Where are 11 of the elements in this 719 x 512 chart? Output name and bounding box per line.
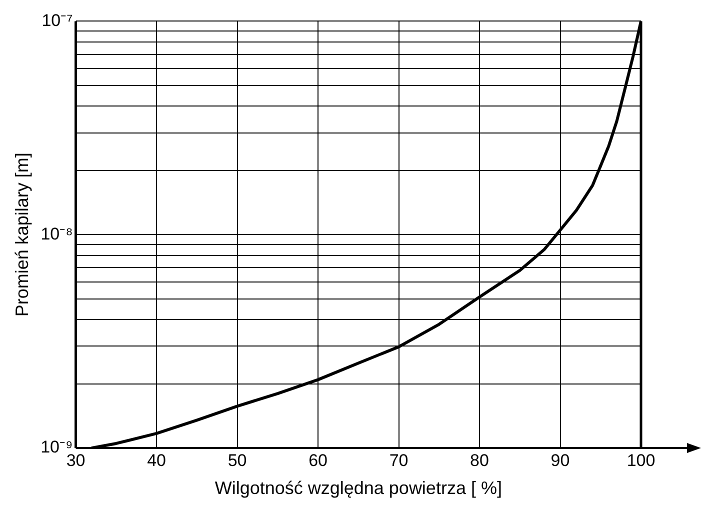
x-tick-label: 60 (308, 450, 328, 470)
x-tick-label: 80 (470, 450, 489, 470)
y-tick-label: 10⁻⁸ (40, 224, 73, 244)
x-tick-label: 100 (626, 450, 656, 470)
x-axis-title: Wilgotność względna powietrza [ %] (214, 478, 502, 498)
x-tick-label: 40 (147, 450, 166, 470)
y-tick-label: 10⁻⁷ (42, 10, 73, 30)
x-tick-label: 90 (550, 450, 570, 470)
x-tick-label: 50 (228, 450, 247, 470)
y-axis-title: Promień kapilary [m] (12, 152, 32, 317)
x-tick-label: 70 (389, 450, 408, 470)
